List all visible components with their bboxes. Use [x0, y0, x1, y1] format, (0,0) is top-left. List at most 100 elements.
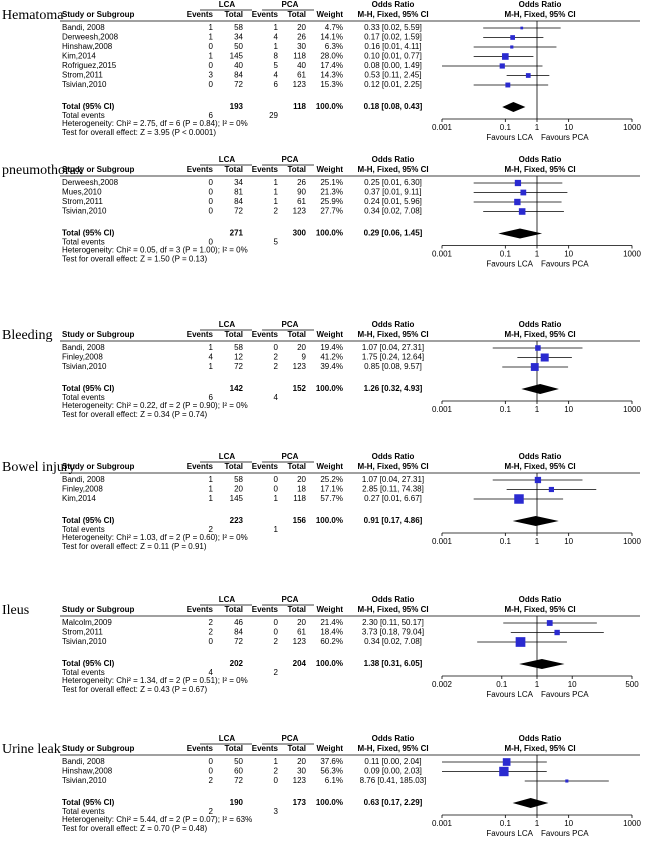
study-weight: 37.6% [320, 757, 343, 766]
favours-right: Favours PCA [541, 829, 589, 838]
study-box [514, 198, 521, 206]
column-header: Events [252, 330, 279, 339]
study-lca-total: 50 [234, 757, 243, 766]
overall-effect: Test for overall effect: Z = 0.70 (P = 0… [62, 824, 207, 833]
study-lca-total: 81 [234, 188, 243, 197]
study-lca-events: 1 [209, 475, 214, 484]
study-lca-total: 84 [234, 628, 243, 637]
study-lca-events: 1 [209, 23, 214, 32]
study-lca-total: 84 [234, 71, 243, 80]
study-weight: 17.4% [320, 61, 343, 70]
group-header: Odds Ratio [519, 595, 562, 604]
study-lca-total: 20 [234, 485, 243, 494]
study-weight: 19.4% [320, 343, 343, 352]
total-name: Total (95% CI) [62, 229, 115, 238]
study-name: Hinshaw,2008 [62, 767, 113, 776]
column-header: M-H, Fixed, 95% CI [504, 744, 575, 753]
total-lca: 193 [230, 102, 244, 111]
study-lca-total: 84 [234, 197, 243, 206]
study-lca-events: 0 [209, 207, 214, 216]
study-pca-events: 2 [274, 767, 279, 776]
column-header: Events [187, 165, 214, 174]
column-header: Events [252, 462, 279, 471]
column-header: Total [224, 10, 243, 19]
study-box [530, 363, 539, 371]
study-weight: 15.3% [320, 80, 343, 89]
column-header: M-H, Fixed, 95% CI [504, 330, 575, 339]
events-lca: 2 [209, 525, 214, 534]
study-name: Derweesh,2008 [62, 33, 119, 42]
study-pca-events: 2 [274, 353, 279, 362]
study-box [534, 476, 542, 484]
study-or: 1.07 [0.04, 27.31] [362, 475, 424, 484]
x-tick-label: 500 [625, 680, 639, 689]
column-header: Events [252, 744, 279, 753]
column-header: Weight [316, 165, 343, 174]
study-lca-events: 1 [209, 52, 214, 61]
events-pca: 29 [269, 111, 278, 120]
study-box [502, 53, 509, 60]
total-or: 1.26 [0.32, 4.93] [364, 384, 423, 393]
x-tick-label: 10 [564, 250, 573, 259]
column-header: Events [252, 10, 279, 19]
heterogeneity: Heterogeneity: Chi² = 1.03, df = 2 (P = … [62, 533, 248, 542]
column-header: Total [287, 330, 306, 339]
total-lca: 190 [230, 798, 244, 807]
study-pca-events: 0 [274, 776, 279, 785]
study-name: Strom,2011 [62, 628, 103, 637]
study-pca-events: 1 [274, 23, 279, 32]
x-tick-label: 1000 [623, 123, 641, 132]
study-or: 0.33 [0.02, 5.59] [364, 23, 422, 32]
total-diamond [521, 384, 559, 394]
study-weight: 25.1% [320, 178, 343, 187]
heterogeneity: Heterogeneity: Chi² = 0.22, df = 2 (P = … [62, 401, 248, 410]
study-box [535, 345, 541, 351]
x-tick-label: 0.002 [432, 680, 453, 689]
panel-title: Bleeding [2, 328, 53, 343]
column-header: Events [187, 330, 214, 339]
total-lca: 271 [230, 229, 244, 238]
column-header: Total [287, 744, 306, 753]
favours-left: Favours LCA [486, 260, 533, 269]
study-pca-events: 1 [274, 178, 279, 187]
study-box [546, 620, 553, 626]
column-header: M-H, Fixed, 95% CI [357, 462, 428, 471]
total-name: Total (95% CI) [62, 798, 115, 807]
study-lca-total: 58 [234, 475, 243, 484]
study-pca-events: 1 [274, 188, 279, 197]
study-weight: 6.3% [325, 42, 343, 51]
x-tick-label: 0.1 [500, 250, 512, 259]
study-or: 0.37 [0.01, 9.11] [364, 188, 421, 197]
group-header: LCA [219, 734, 236, 743]
study-lca-events: 0 [209, 188, 214, 197]
study-lca-events: 3 [209, 71, 214, 80]
column-header: M-H, Fixed, 95% CI [357, 744, 428, 753]
x-tick-label: 1000 [623, 250, 641, 259]
study-weight: 25.2% [320, 475, 343, 484]
group-header: Odds Ratio [372, 155, 415, 164]
study-pca-events: 4 [274, 71, 279, 80]
study-name: Hinshaw,2008 [62, 42, 113, 51]
favours-right: Favours PCA [541, 690, 589, 699]
x-tick-label: 0.1 [500, 819, 512, 828]
column-header: M-H, Fixed, 95% CI [357, 605, 428, 614]
study-pca-events: 1 [274, 757, 279, 766]
column-header: Weight [316, 330, 343, 339]
favours-right: Favours PCA [541, 133, 589, 142]
column-header: Events [187, 10, 214, 19]
total-diamond [498, 228, 543, 239]
group-header: Odds Ratio [519, 734, 562, 743]
study-lca-total: 50 [234, 42, 243, 51]
study-box [510, 35, 515, 40]
total-pca: 204 [293, 659, 307, 668]
x-tick-label: 10 [564, 405, 573, 414]
study-lca-total: 12 [234, 353, 243, 362]
study-lca-events: 4 [209, 353, 214, 362]
study-pca-total: 123 [293, 362, 307, 371]
study-lca-events: 1 [209, 494, 214, 503]
study-weight: 56.3% [320, 767, 343, 776]
column-header: Total [287, 462, 306, 471]
study-or: 0.09 [0.00, 2.03] [364, 767, 422, 776]
x-tick-label: 1000 [623, 819, 641, 828]
heterogeneity: Heterogeneity: Chi² = 1.34, df = 2 (P = … [62, 676, 248, 685]
